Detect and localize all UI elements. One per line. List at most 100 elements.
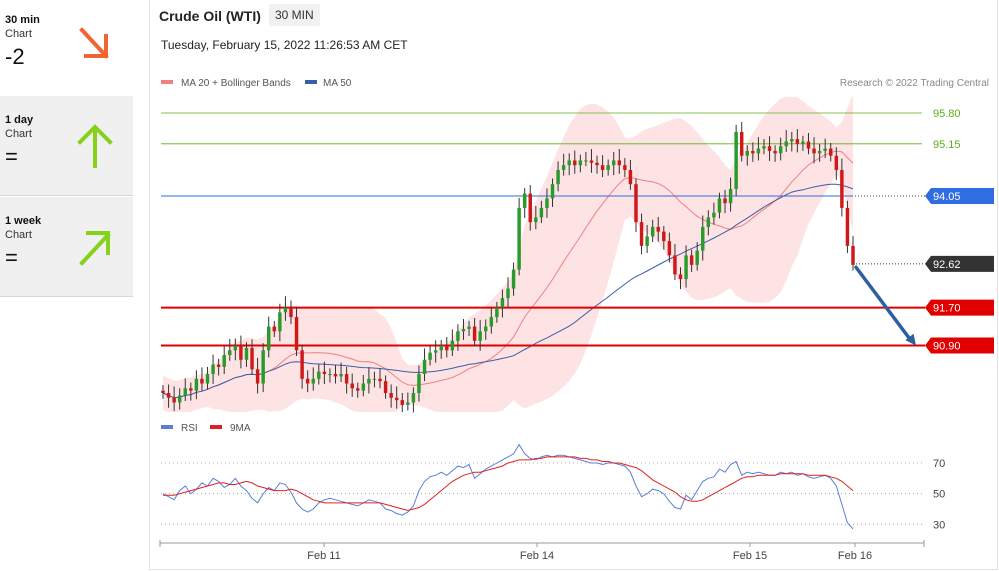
candle-bearish [767,146,772,151]
candle-bullish [406,402,410,405]
candle-bearish [350,383,354,389]
candle-bearish [216,364,221,367]
candle-bearish [628,169,633,185]
candle-bearish [294,317,299,351]
candle-bearish [305,378,310,384]
forecast-arrow-icon [905,333,916,346]
rsi-level-label: 70 [933,458,945,470]
candle-bullish [790,139,794,142]
candle-bullish [439,345,443,351]
candle-bullish [361,383,366,391]
timeframe-card-1week[interactable]: 1 week Chart = [0,197,133,297]
support-level-label: 90.90 [933,341,961,353]
candle-bearish [639,222,644,246]
candle-bullish [183,388,187,396]
interval-badge[interactable]: 30 MIN [269,4,320,26]
candle-bullish [534,217,538,223]
candle-bullish [222,355,226,367]
candle-bullish [367,378,371,384]
candle-bullish [801,141,805,144]
candle-bullish [228,350,232,356]
candle-bullish [456,331,460,341]
candle-bearish [400,400,404,405]
candle-bearish [166,393,171,398]
candle-bullish [194,378,199,391]
candle-bullish [267,326,271,351]
candle-bullish [450,340,455,351]
candle-bullish [612,160,616,166]
candle-bullish [244,347,249,360]
candle-bullish [311,378,315,384]
candle-bullish [817,150,822,154]
chart-credit: Research © 2022 Trading Central [840,78,989,89]
legend-label-ma20: MA 20 + Bollinger Bands [181,78,291,89]
candle-bullish [728,188,733,204]
candle-bearish [678,274,683,280]
candle-bearish [667,241,672,256]
support-price-tag [925,299,994,316]
x-axis-tick-label: Feb 15 [733,550,767,562]
pivot-level-label: 94.05 [933,191,961,203]
candle-bearish [617,160,622,166]
candle-bullish [567,160,571,166]
timeframe-score: -2 [5,44,25,69]
candle-bearish [250,347,254,370]
timeframe-subtitle: Chart [5,128,32,140]
candle-bearish [739,131,744,156]
candle-bullish [561,165,566,170]
candle-bearish [840,169,844,208]
candle-bullish [701,226,705,251]
candle-bearish [851,245,855,265]
candle-bullish [317,371,321,379]
candle-bullish [745,150,749,156]
candle-bearish [272,326,277,332]
candle-bullish [478,331,482,341]
candle-bullish [278,312,282,332]
candle-bearish [389,393,393,398]
candle-bullish [650,226,655,237]
candle-bullish [517,207,521,270]
candle-bullish [177,395,182,403]
last-price-tag [925,255,994,272]
candle-bullish [556,169,560,185]
candle-bullish [756,148,761,154]
candle-bullish [484,326,488,332]
candle-bearish [834,155,839,170]
x-axis-tick-label: Feb 11 [307,550,340,562]
candle-bullish [467,326,471,329]
candle-bearish [255,369,260,384]
candle-bearish [623,165,627,170]
candle-bullish [695,250,699,265]
timeframe-card-1day[interactable]: 1 day Chart = [0,96,133,196]
candle-bearish [322,371,327,375]
timeframe-card-30min[interactable]: 30 min Chart -2 [0,0,133,99]
candle-bearish [200,378,204,384]
candle-bearish [589,160,594,163]
x-axis-tick-label: Feb 16 [838,550,872,562]
rsi-level-label: 30 [933,519,945,531]
candle-bearish [689,255,694,265]
candle-bullish [411,393,416,403]
rsi-line [162,443,854,530]
legend-swatch-9ma [210,425,222,429]
legend-label-9ma: 9MA [230,423,251,434]
instrument-title: Crude Oil (WTI) [159,8,261,24]
candle-bearish [378,378,382,382]
candle-bullish [706,217,711,227]
candle-bearish [573,160,577,166]
candle-bearish [239,345,243,360]
candle-bullish [511,269,516,289]
last-price-label: 92.62 [933,259,961,271]
candle-bearish [795,139,800,144]
candle-bullish [762,146,766,149]
candle-bullish [328,374,332,376]
candle-bullish [495,307,499,318]
pivot-price-tag [925,188,994,205]
candle-bearish [356,388,360,391]
bollinger-band [163,95,853,412]
forecast-arrow-shaft [854,265,913,343]
arrow-up-right-icon [79,231,111,266]
timeframe-title: 1 day [5,114,34,126]
ma50-line [162,183,854,399]
